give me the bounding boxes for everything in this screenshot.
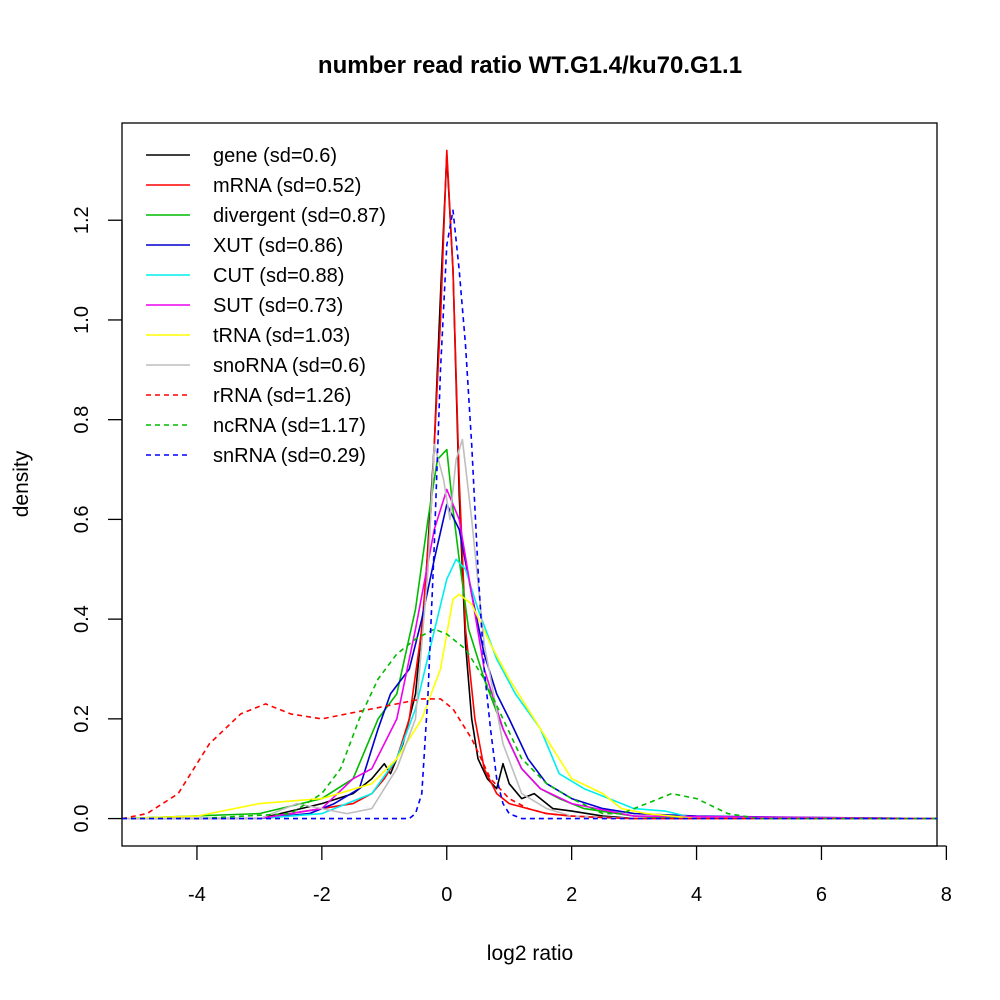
legend-label: divergent (sd=0.87) (213, 205, 386, 227)
y-tick-label: 0.6 (71, 505, 93, 533)
series-line-9 (122, 628, 937, 820)
legend-label: tRNA (sd=1.03) (213, 325, 350, 347)
legend: gene (sd=0.6) mRNA (sd=0.52) divergent (sd… (146, 145, 386, 467)
series-layer (121, 149, 938, 820)
y-axis: 0.0 0.2 0.4 0.6 0.8 1.0 1.2 (71, 206, 123, 833)
series-line-4 (122, 558, 937, 820)
x-tick-label: 0 (441, 884, 452, 906)
y-tick-label: 0.8 (71, 406, 93, 434)
series-line-3 (122, 503, 938, 820)
legend-label: XUT (sd=0.86) (213, 235, 343, 257)
x-tick-label: -2 (313, 884, 331, 906)
x-tick-label: 8 (941, 884, 952, 906)
legend-label: gene (sd=0.6) (213, 145, 337, 167)
y-tick-label: 0.4 (71, 605, 93, 633)
series-line-5 (122, 488, 938, 820)
x-tick-label: 2 (566, 884, 577, 906)
series-line-8 (121, 698, 937, 820)
x-tick-label: 4 (691, 884, 702, 906)
x-tick-label: -4 (188, 884, 206, 906)
legend-label: SUT (sd=0.73) (213, 295, 343, 317)
series-line-10 (122, 209, 937, 820)
legend-label: snoRNA (sd=0.6) (213, 355, 366, 377)
legend-label: ncRNA (sd=1.17) (213, 415, 366, 437)
y-tick-label: 1.0 (71, 306, 93, 334)
series-line-6 (121, 593, 937, 820)
x-axis-label: log2 ratio (487, 942, 573, 965)
x-tick-label: 6 (816, 884, 827, 906)
x-axis: -4 -2 0 2 4 6 8 (188, 845, 952, 906)
y-tick-label: 1.2 (71, 206, 93, 234)
series-line-7 (122, 438, 937, 820)
y-axis-label: density (10, 450, 33, 517)
legend-label: CUT (sd=0.88) (213, 265, 344, 287)
legend-label: mRNA (sd=0.52) (213, 175, 361, 197)
legend-label: rRNA (sd=1.26) (213, 385, 351, 407)
y-tick-label: 0.2 (71, 705, 93, 733)
legend-label: snRNA (sd=0.29) (213, 445, 366, 467)
chart-title: number read ratio WT.G1.4/ku70.G1.1 (318, 52, 742, 79)
y-tick-label: 0.0 (71, 805, 93, 833)
